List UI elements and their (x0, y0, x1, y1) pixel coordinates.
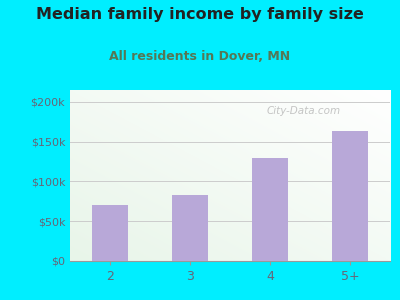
Bar (172, 195, 208, 261)
Text: Median family income by family size: Median family income by family size (36, 8, 364, 22)
Bar (332, 131, 368, 261)
Text: All residents in Dover, MN: All residents in Dover, MN (110, 50, 290, 62)
Text: City-Data.com: City-Data.com (266, 106, 341, 116)
Bar (92, 205, 128, 261)
Bar (252, 158, 288, 261)
